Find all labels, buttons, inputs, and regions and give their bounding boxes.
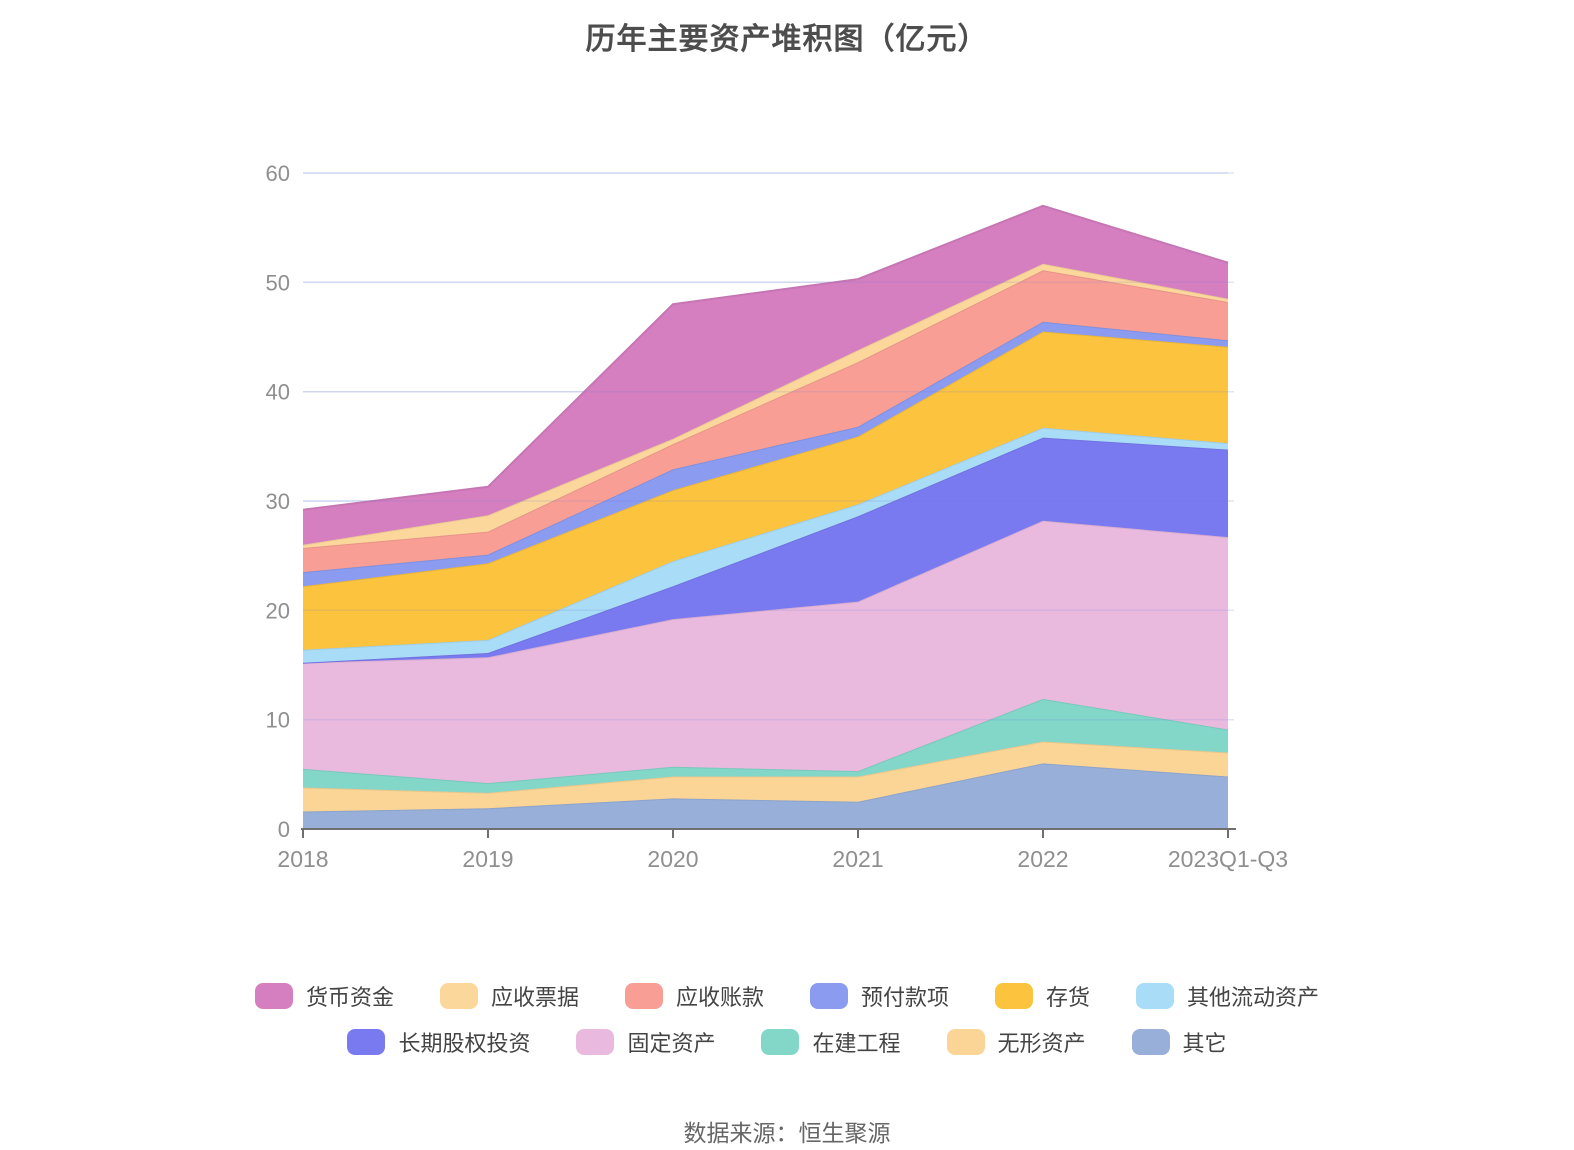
legend-swatch-icon — [347, 1029, 386, 1055]
legend-label: 存货 — [1046, 985, 1091, 1010]
y-axis-label: 50 — [266, 270, 290, 295]
x-axis-label: 2022 — [1017, 846, 1068, 872]
legend-item[interactable]: 存货 — [995, 980, 1090, 1012]
legend-item[interactable]: 固定资产 — [576, 1026, 715, 1058]
x-axis-label: 2018 — [277, 846, 328, 872]
data-source-note: 数据来源：恒生聚源 — [683, 1120, 891, 1146]
x-axis-label: 2021 — [832, 846, 883, 872]
area-series[interactable]: 其他流动资产 — [303, 427, 1228, 663]
x-axis-label: 2019 — [462, 846, 513, 872]
legend-label: 长期股权投资 — [398, 1031, 531, 1056]
legend-item[interactable]: 长期股权投资 — [347, 1026, 530, 1058]
y-axis-label: 0 — [278, 817, 290, 842]
legend-item[interactable]: 货币资金 — [254, 980, 394, 1012]
legend-item[interactable]: 应收账款 — [624, 980, 764, 1012]
y-axis-label: 60 — [266, 161, 290, 186]
x-axis-label: 2023Q1-Q3 — [1168, 846, 1288, 872]
legend-item[interactable]: 在建工程 — [761, 1026, 901, 1058]
x-axis-label: 2020 — [647, 846, 698, 872]
legend-label: 其他流动资产 — [1187, 985, 1320, 1010]
legend-label: 在建工程 — [812, 1031, 901, 1056]
legend-label: 其它 — [1182, 1031, 1227, 1056]
legend-item[interactable]: 其他流动资产 — [1136, 980, 1319, 1012]
chart-legend: 货币资金 应收票据 应收账款 预付款项 存货 其他流动资产长期股权投资 固定资产 在建工程 无形… — [0, 980, 1574, 1058]
legend-swatch-icon — [254, 983, 293, 1009]
legend-swatch-icon — [946, 1029, 985, 1055]
legend-swatch-icon — [1131, 1029, 1170, 1055]
legend-swatch-icon — [624, 983, 663, 1009]
legend-swatch-icon — [439, 983, 478, 1009]
y-axis-label: 40 — [266, 380, 290, 405]
area-series[interactable]: 应收账款 — [303, 270, 1228, 573]
legend-label: 货币资金 — [305, 985, 394, 1010]
legend-item[interactable]: 应收票据 — [439, 980, 579, 1012]
area-series[interactable]: 预付款项 — [303, 321, 1228, 587]
legend-item[interactable]: 预付款项 — [810, 980, 949, 1012]
legend-item[interactable]: 其它 — [1131, 1026, 1227, 1058]
area-series[interactable]: 存货 — [303, 331, 1228, 650]
legend-swatch-icon — [761, 1029, 800, 1055]
legend-label: 预付款项 — [861, 985, 950, 1010]
y-axis-label: 30 — [266, 489, 290, 514]
legend-label: 固定资产 — [627, 1031, 716, 1056]
chart-title: 历年主要资产堆积图（亿元） — [585, 23, 989, 56]
legend-swatch-icon — [576, 1029, 615, 1055]
legend-swatch-icon — [995, 983, 1034, 1009]
legend-item[interactable]: 无形资产 — [946, 1026, 1086, 1058]
y-axis-label: 10 — [266, 708, 290, 733]
legend-label: 应收账款 — [675, 985, 764, 1010]
legend-swatch-icon — [810, 983, 848, 1009]
area-series[interactable]: 固定资产 — [303, 520, 1228, 784]
legend-label: 应收票据 — [490, 985, 579, 1010]
y-axis-label: 20 — [266, 598, 290, 623]
legend-label: 无形资产 — [997, 1031, 1086, 1056]
area-series[interactable]: 货币资金 — [303, 205, 1228, 545]
area-series[interactable]: 其它 — [303, 763, 1228, 829]
legend-swatch-icon — [1136, 983, 1175, 1009]
legend-row: 长期股权投资 固定资产 在建工程 无形资产 其它 — [347, 1026, 1227, 1058]
legend-row: 货币资金 应收票据 应收账款 预付款项 存货 其他流动资产 — [254, 980, 1319, 1012]
area-series-topline — [302, 204, 1229, 511]
area-series[interactable]: 在建工程 — [303, 698, 1228, 793]
chart-canvas: 其它无形资产在建工程固定资产长期股权投资其他流动资产存货预付款项应收账款应收票据… — [266, 161, 1289, 872]
area-series[interactable]: 长期股权投资 — [303, 437, 1228, 663]
